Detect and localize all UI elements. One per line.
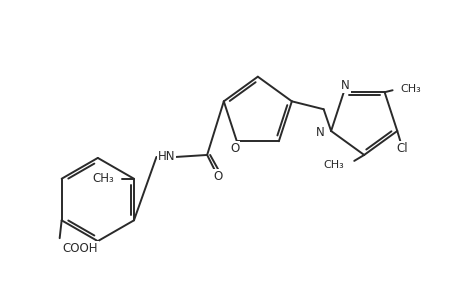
Text: O: O	[213, 170, 222, 183]
Text: O: O	[230, 142, 239, 154]
Text: COOH: COOH	[62, 242, 98, 255]
Text: N: N	[315, 127, 324, 140]
Text: CH₃: CH₃	[400, 84, 420, 94]
Text: CH₃: CH₃	[92, 172, 114, 185]
Text: Cl: Cl	[396, 142, 407, 155]
Text: N: N	[341, 79, 349, 92]
Text: CH₃: CH₃	[323, 160, 343, 170]
Text: HN: HN	[157, 150, 175, 164]
